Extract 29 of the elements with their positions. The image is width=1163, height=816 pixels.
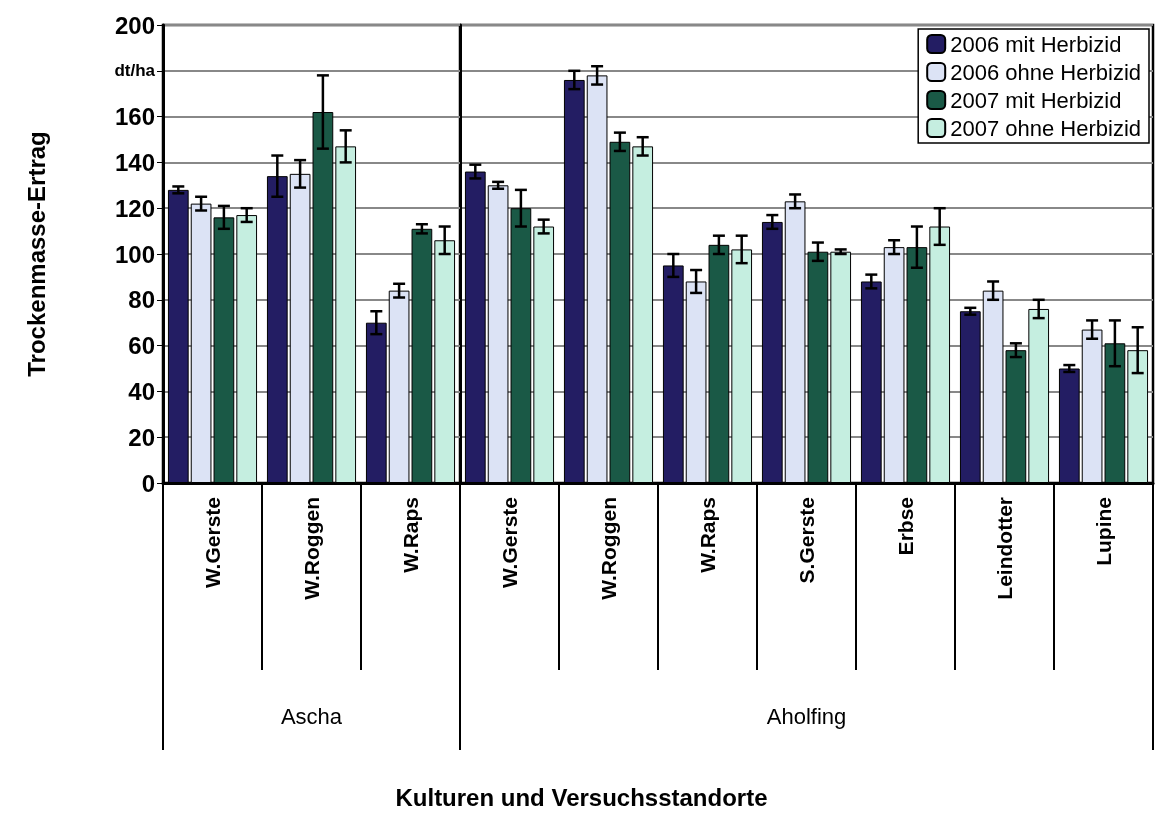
x-tick-label: S.Gerste	[795, 497, 818, 584]
y-tick-label: 80	[128, 286, 155, 314]
x-tick-label: Leindotter	[993, 497, 1016, 600]
x-tick-label: W.Roggen	[300, 497, 323, 600]
x-tick-label: W.Roggen	[597, 497, 620, 600]
y-tick-label: 120	[114, 194, 155, 222]
y-tick-label: 200	[114, 11, 155, 39]
x-axis-title: Kulturen und Versuchsstandorte	[394, 784, 769, 812]
legend-label: 2007 mit Herbizid	[950, 87, 1122, 113]
y-tick-label: dt/ha	[114, 61, 156, 81]
x-tick-label: W.Raps	[399, 497, 422, 573]
y-tick-label: 20	[128, 423, 155, 451]
x-tick-label: W.Raps	[696, 497, 719, 573]
x-tick-label: W.Gerste	[201, 497, 224, 589]
y-tick-label: 60	[128, 332, 155, 360]
y-tick-label: 160	[114, 103, 155, 131]
y-tick-label: 0	[141, 469, 155, 497]
legend-label: 2006 ohne Herbizid	[950, 59, 1142, 85]
legend-label: 2006 mit Herbizid	[950, 31, 1122, 57]
x-tick-label: Erbse	[894, 497, 917, 556]
x-tick-label: Lupine	[1092, 497, 1115, 566]
x-tick-label: W.Gerste	[498, 497, 521, 589]
text: Ascha	[279, 704, 344, 730]
y-tick-label: 100	[114, 240, 155, 268]
y-tick-label: 140	[114, 148, 155, 176]
y-axis-title: Trockenmasse-Ertrag	[22, 131, 50, 377]
legend-label: 2007 ohne Herbizid	[950, 115, 1142, 141]
text: Aholfing	[765, 704, 848, 730]
y-tick-label: 40	[128, 377, 155, 405]
